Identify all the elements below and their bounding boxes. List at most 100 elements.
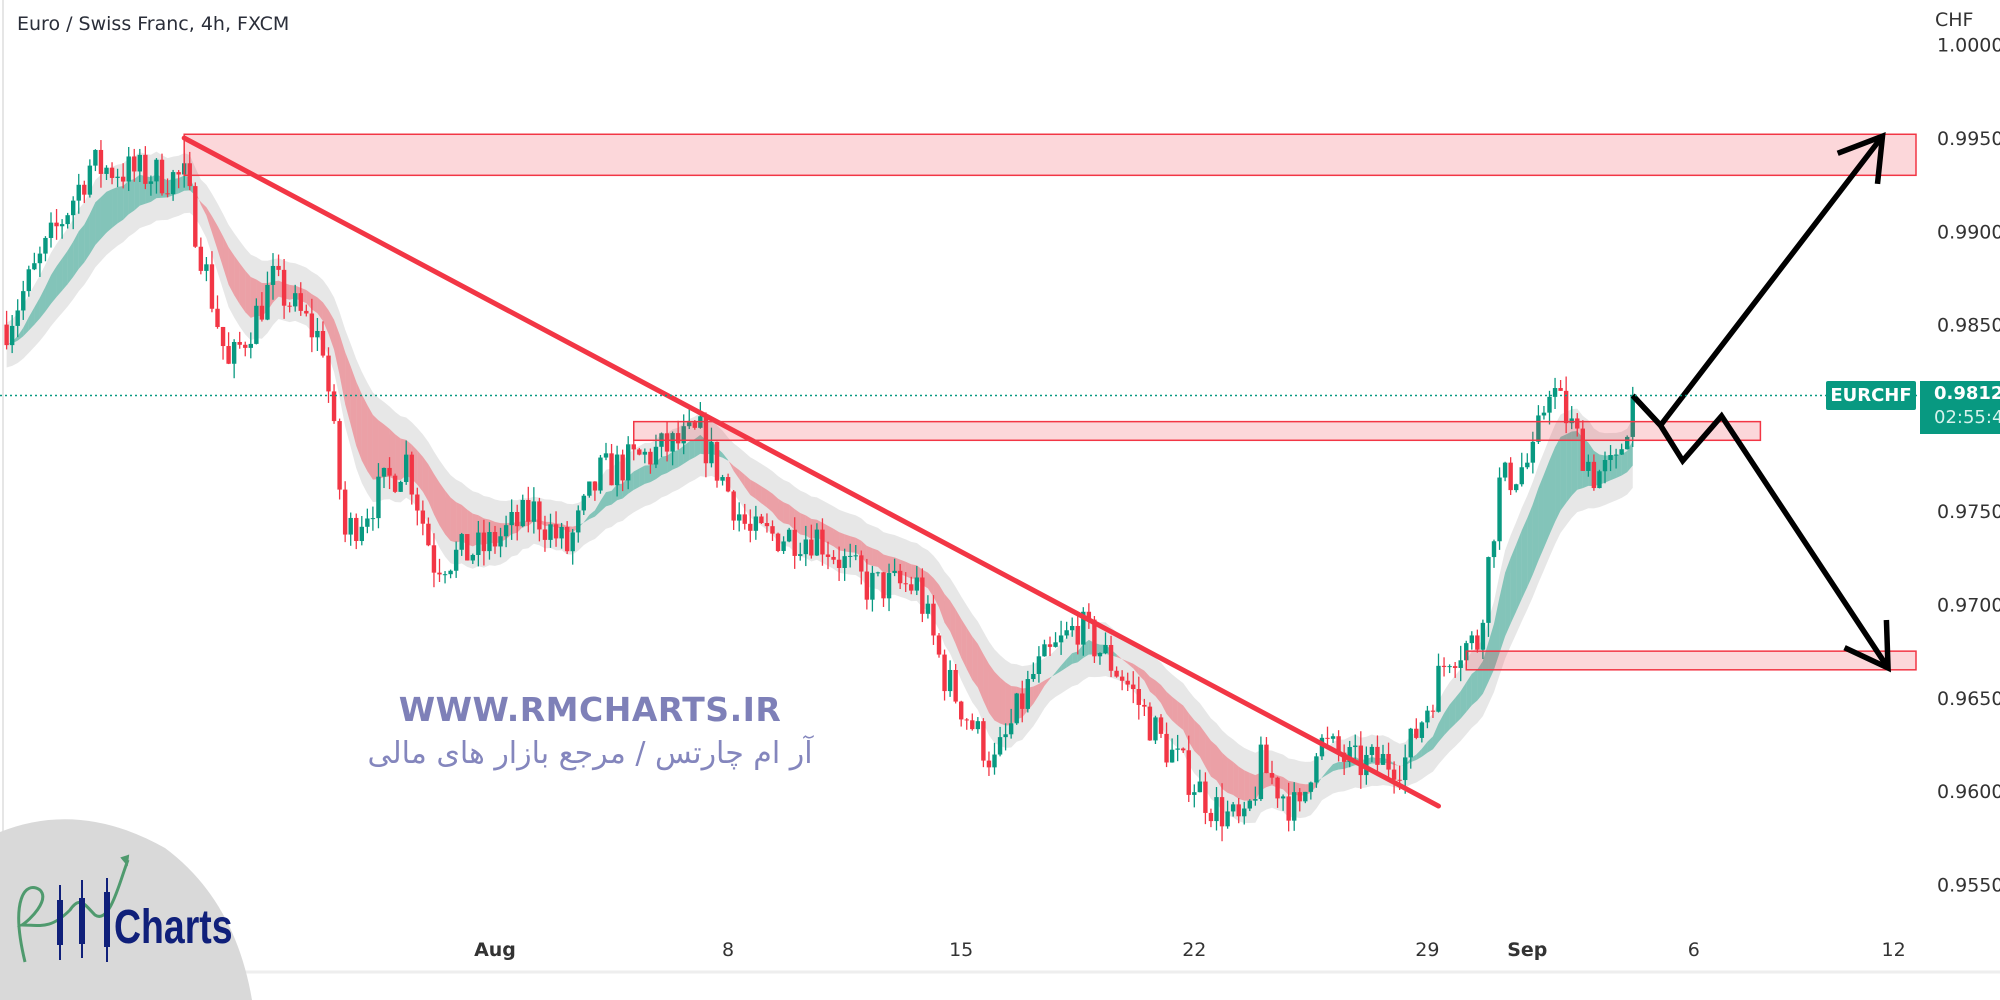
ma-ribbon-segment [1460, 682, 1467, 719]
ma-ribbon-segment [1394, 763, 1400, 767]
candle-body [559, 526, 564, 539]
candle-body [159, 159, 165, 194]
ma-ribbon-segment [1116, 654, 1123, 660]
candle [603, 442, 609, 461]
candle [1586, 454, 1591, 477]
candle-body [1081, 611, 1086, 645]
ma-ribbon-segment [1055, 665, 1062, 675]
candle [1619, 443, 1624, 456]
ma-ribbon-segment [1072, 651, 1078, 664]
candle-body [176, 172, 181, 175]
candle-body [1425, 710, 1430, 723]
ma-ribbon-segment [1543, 460, 1550, 548]
ma-ribbon-segment [306, 290, 312, 310]
candle [1319, 734, 1325, 760]
ma-ribbon-segment [783, 502, 790, 525]
candle [93, 149, 98, 172]
candle [209, 251, 215, 313]
candle [1480, 619, 1486, 659]
candle [664, 421, 670, 462]
ma-ribbon-segment [766, 489, 773, 513]
candle [1103, 632, 1108, 655]
ma-ribbon-segment [1416, 748, 1422, 761]
candle [254, 298, 259, 345]
ma-ribbon-segment [1183, 705, 1189, 742]
candle-body [675, 433, 681, 444]
candle-body [370, 518, 376, 520]
candle [775, 532, 781, 553]
candle [448, 569, 453, 579]
candle-body [315, 330, 320, 338]
candle-body [1608, 455, 1613, 460]
time-tick-label: 6 [1688, 939, 1700, 961]
ma-ribbon-segment [750, 479, 756, 499]
zones[interactable] [183, 133, 1917, 671]
resistance-zone [1465, 650, 1917, 671]
ma-ribbon-segment [1555, 436, 1561, 522]
candle-body [71, 200, 76, 216]
candle [426, 517, 431, 547]
candle [381, 467, 387, 489]
candle-body [93, 149, 98, 166]
candle-body [520, 499, 525, 527]
candle [737, 502, 742, 532]
ma-ribbon-segment [855, 537, 862, 557]
time-axis[interactable]: Aug 8 15 22 29 Sep 6 12 [474, 939, 1906, 961]
candle [1036, 646, 1042, 683]
candle [492, 525, 498, 554]
ma-ribbon-segment [667, 451, 673, 474]
candle-body [148, 181, 154, 184]
ma-ribbon-segment [28, 307, 35, 331]
candle [986, 751, 992, 776]
candle [431, 533, 437, 588]
candle-body [786, 529, 792, 542]
candle [115, 168, 120, 188]
ma-ribbon-segment [1222, 752, 1228, 793]
ma-ribbon-segment [356, 381, 362, 461]
candle-body [1613, 454, 1619, 456]
ma-ribbon-segment [761, 486, 767, 508]
candle-body [831, 556, 836, 560]
candle-body [809, 539, 814, 556]
ma-ribbon-segment [428, 464, 434, 515]
candle [54, 209, 59, 240]
candle [82, 180, 87, 204]
candle-body [470, 554, 475, 561]
candle-body [1075, 625, 1080, 645]
ma-ribbon-segment [273, 280, 279, 303]
candle [1502, 461, 1508, 482]
candle [415, 487, 420, 526]
candle [848, 543, 853, 568]
candle-body [1136, 689, 1141, 705]
ma-ribbon-segment [1610, 455, 1617, 481]
candle [598, 454, 603, 494]
ma-ribbon-segment [1427, 736, 1433, 753]
candle-body [748, 523, 753, 531]
ma-ribbon-segment [633, 468, 640, 490]
candle-body [359, 526, 364, 542]
candle-body [931, 603, 936, 636]
arrowhead-icon [1836, 131, 1886, 185]
candle [1147, 702, 1153, 741]
ma-ribbon-segment [1466, 673, 1472, 712]
ma-ribbon-segment [67, 241, 74, 285]
candle [170, 169, 176, 201]
candle-body [1158, 717, 1164, 734]
candle [43, 236, 48, 262]
candle-body [1292, 792, 1297, 821]
candle-body [975, 721, 981, 730]
candle-body [537, 501, 542, 530]
candle-body [365, 518, 370, 527]
ma-ribbon-segment [1000, 677, 1006, 726]
candle-body [509, 512, 514, 526]
candle [1452, 661, 1458, 678]
candle [470, 553, 475, 564]
candle [942, 649, 947, 701]
ma-ribbon-segment [933, 578, 939, 608]
drawings[interactable] [181, 131, 1891, 809]
candle [1264, 737, 1269, 774]
candle [21, 280, 26, 320]
